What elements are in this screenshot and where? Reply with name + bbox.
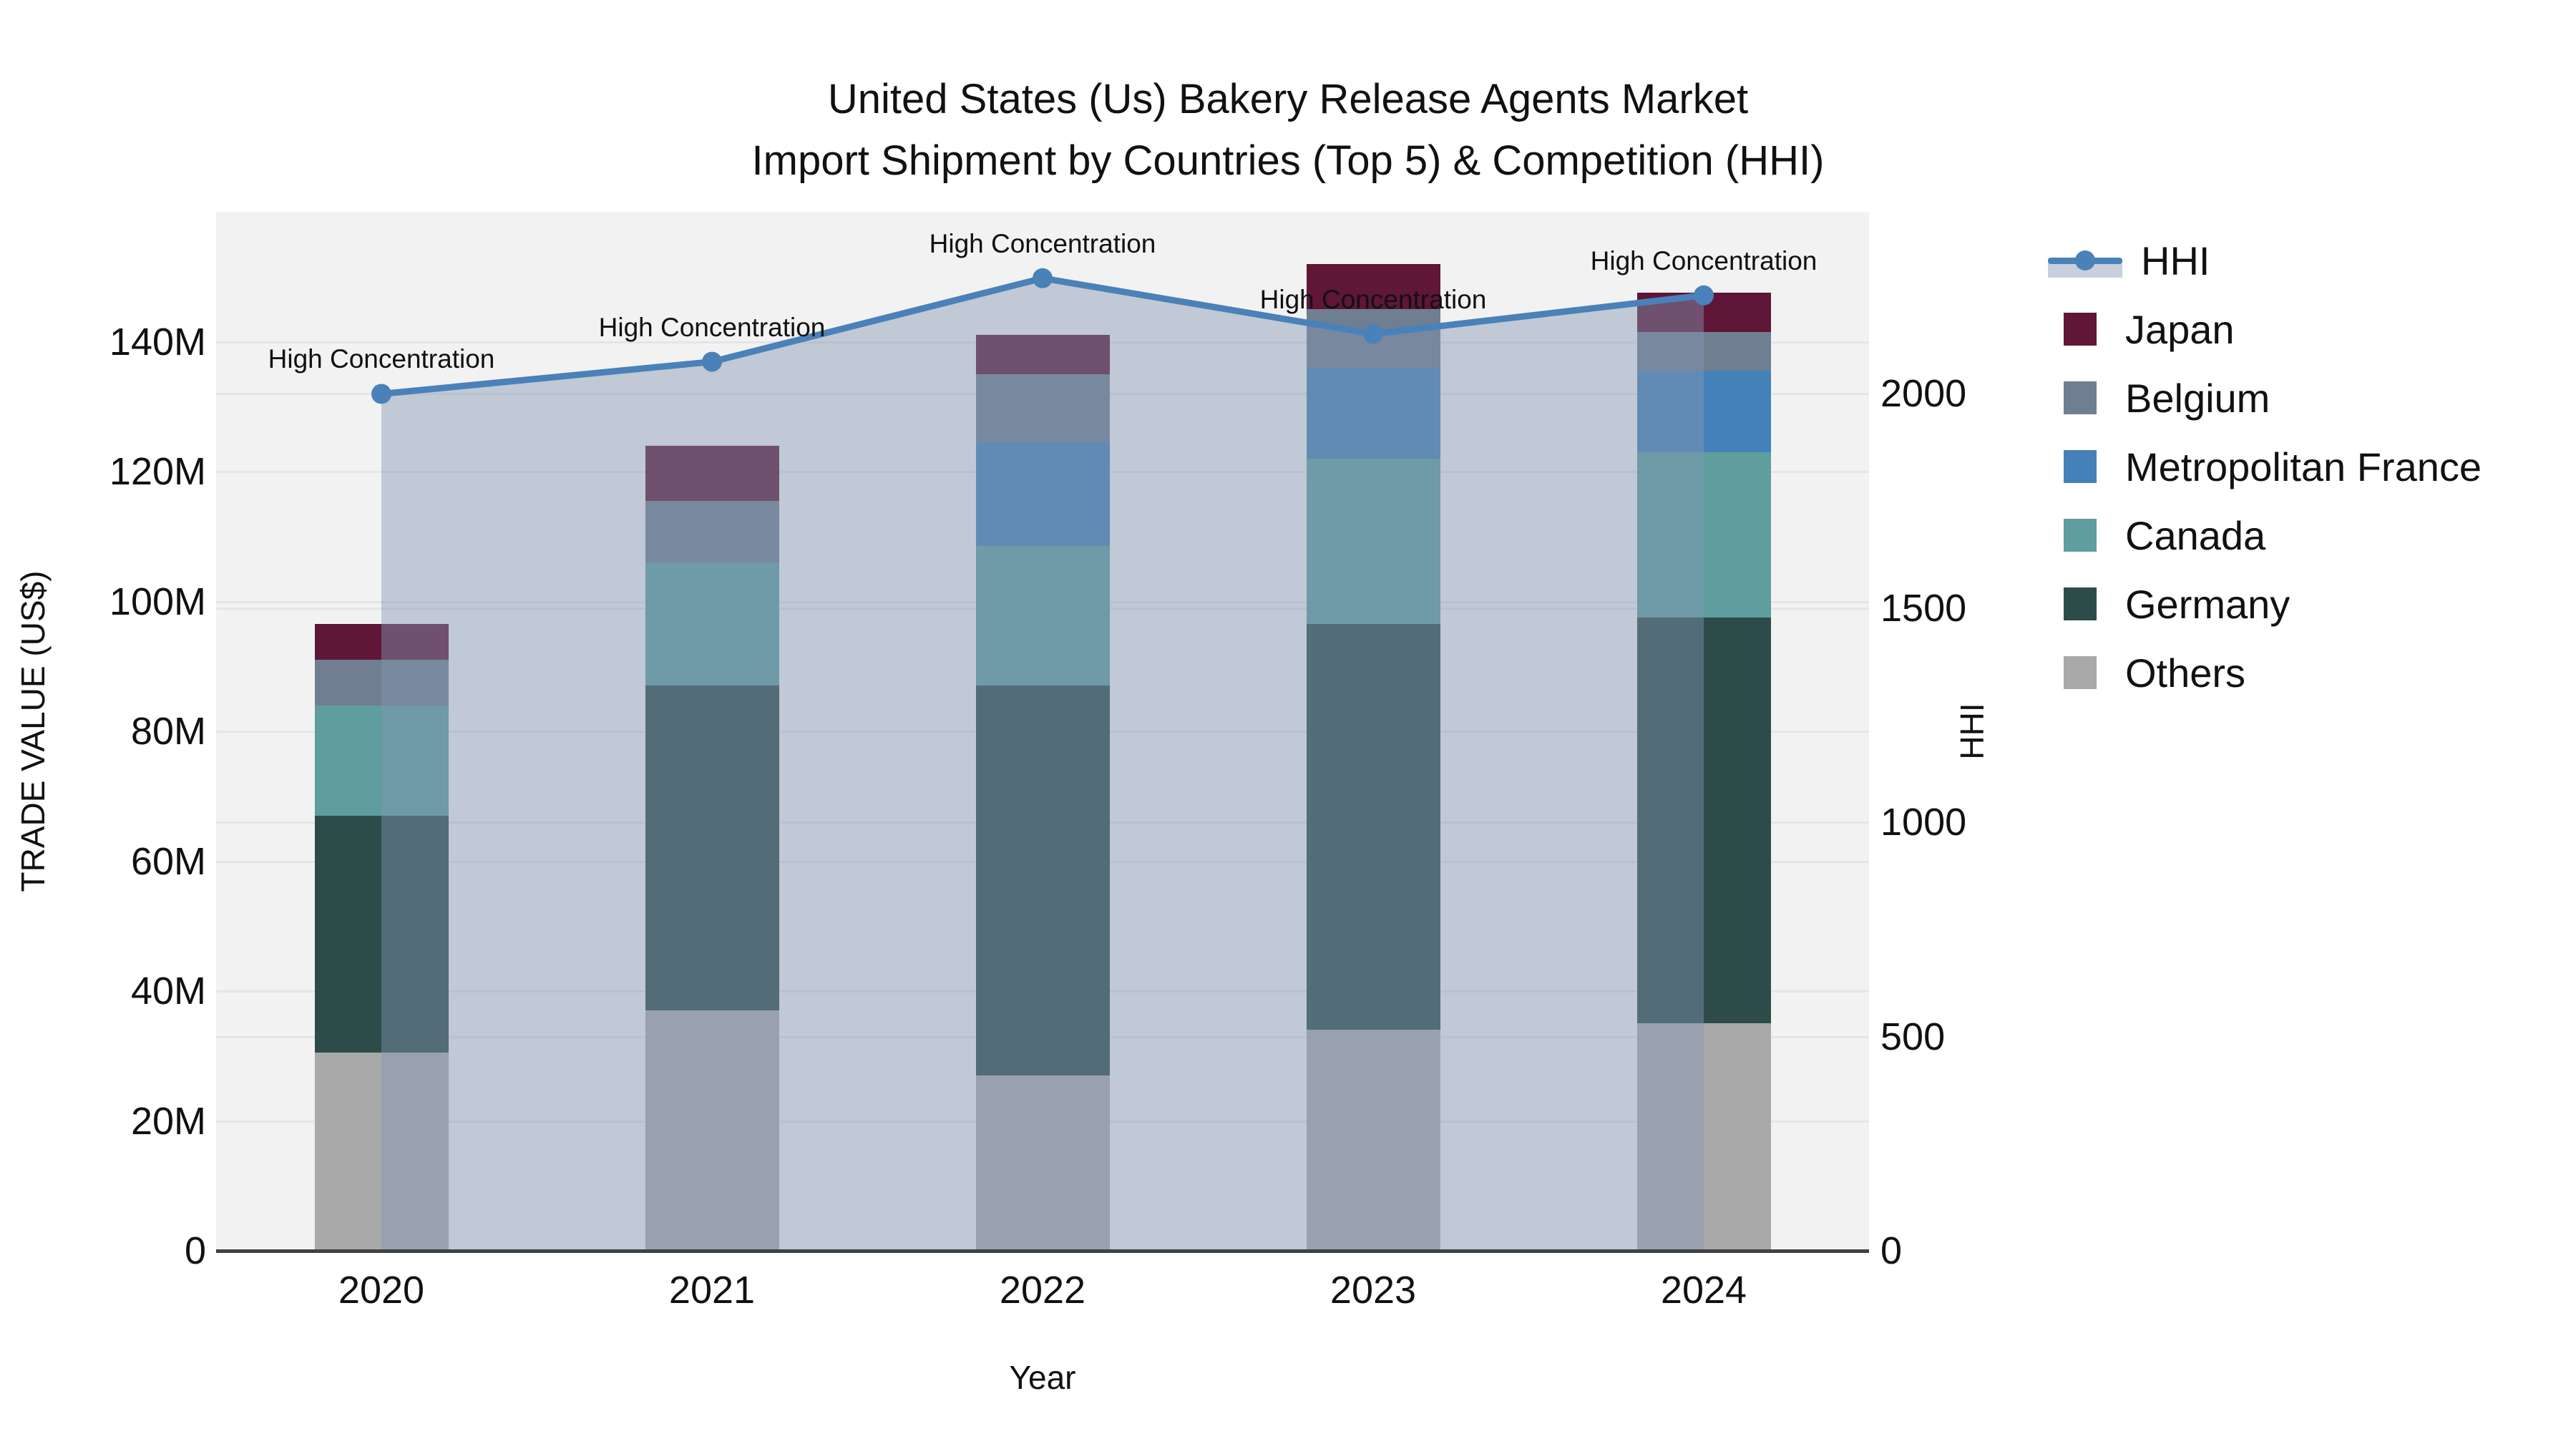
legend-swatch-canada <box>2064 519 2097 552</box>
legend-swatch-germany <box>2064 587 2097 620</box>
legend-swatch-japan <box>2064 313 2097 346</box>
annotation-2021: High Concentration <box>598 312 826 342</box>
bar-segment-canada-2024[interactable] <box>1636 452 1771 618</box>
legend-swatch-belgium <box>2064 381 2097 414</box>
bar-segment-belgium-2023[interactable] <box>1306 309 1440 368</box>
right-tick-2000: 2000 <box>1880 372 1967 416</box>
x-tick-2020: 2020 <box>338 1269 425 1312</box>
annotation-2020: High Concentration <box>268 344 495 374</box>
hhi-legend-swatch <box>2048 240 2122 280</box>
legend-item-germany[interactable]: Germany <box>2064 570 2482 638</box>
bar-segment-germany-2024[interactable] <box>1636 618 1771 1024</box>
right-axis-title: HHI <box>1953 703 1991 760</box>
legend-item-japan[interactable]: Japan <box>2064 295 2482 364</box>
bar-segment-others-2024[interactable] <box>1636 1023 1771 1251</box>
legend-item-others[interactable]: Others <box>2064 638 2482 707</box>
legend-item-hhi[interactable]: HHI <box>2048 226 2482 295</box>
x-axis-line <box>216 1249 1869 1253</box>
left-tick-80M: 80M <box>130 710 206 753</box>
x-tick-2021: 2021 <box>668 1269 756 1312</box>
bar-segment-germany-2020[interactable] <box>314 815 449 1053</box>
legend-label-hhi: HHI <box>2141 238 2210 283</box>
bar-segment-others-2022[interactable] <box>975 1075 1110 1251</box>
bar-segment-others-2023[interactable] <box>1306 1030 1440 1251</box>
chart-title-line-1: United States (Us) Bakery Release Agents… <box>827 76 1749 122</box>
bar-segment-canada-2021[interactable] <box>645 562 779 686</box>
chart-title-line-2: Import Shipment by Countries (Top 5) & C… <box>751 137 1825 184</box>
legend-item-metropolitan-france[interactable]: Metropolitan France <box>2064 432 2482 501</box>
bar-segment-belgium-2021[interactable] <box>645 500 779 563</box>
legend-swatch-others <box>2064 656 2097 689</box>
annotation-2023: High Concentration <box>1259 284 1487 314</box>
bar-segment-canada-2022[interactable] <box>975 546 1110 686</box>
legend-swatch-metropolitan-france <box>2064 450 2097 483</box>
legend-label-canada: Canada <box>2125 512 2266 558</box>
chart-title: United States (Us) Bakery Release Agents… <box>0 69 2576 192</box>
bar-segment-metropolitan-france-2024[interactable] <box>1636 371 1771 452</box>
x-tick-2023: 2023 <box>1330 1269 1417 1312</box>
bar-segment-japan-2024[interactable] <box>1636 293 1771 332</box>
right-tick-500: 500 <box>1880 1015 1946 1058</box>
bar-segment-japan-2020[interactable] <box>314 624 449 660</box>
legend-item-belgium[interactable]: Belgium <box>2064 364 2482 432</box>
bar-segment-japan-2022[interactable] <box>975 335 1110 374</box>
legend-label-belgium: Belgium <box>2125 375 2270 421</box>
bar-segment-canada-2020[interactable] <box>314 705 449 816</box>
hhi-legend-dot <box>2075 250 2095 270</box>
bar-segment-germany-2023[interactable] <box>1306 624 1440 1030</box>
bar-segment-belgium-2020[interactable] <box>314 660 449 706</box>
left-tick-0: 0 <box>184 1229 206 1272</box>
bar-segment-canada-2023[interactable] <box>1306 458 1440 625</box>
legend-label-others: Others <box>2125 650 2246 696</box>
bar-segment-metropolitan-france-2023[interactable] <box>1306 367 1440 459</box>
bar-segment-others-2021[interactable] <box>645 1010 779 1251</box>
bar-segment-japan-2021[interactable] <box>645 445 779 501</box>
annotation-2024: High Concentration <box>1590 245 1818 275</box>
x-tick-2024: 2024 <box>1660 1269 1747 1312</box>
left-tick-60M: 60M <box>130 839 206 883</box>
bar-segment-belgium-2024[interactable] <box>1636 331 1771 371</box>
legend-label-metropolitan-france: Metropolitan France <box>2125 444 2482 489</box>
legend-label-germany: Germany <box>2125 581 2290 627</box>
bar-segment-others-2020[interactable] <box>314 1053 449 1251</box>
x-axis-title: Year <box>1009 1359 1076 1396</box>
left-tick-140M: 140M <box>109 320 206 364</box>
x-tick-2022: 2022 <box>999 1269 1086 1312</box>
right-tick-1000: 1000 <box>1880 801 1967 844</box>
right-tick-1500: 1500 <box>1880 586 1967 630</box>
legend-item-canada[interactable]: Canada <box>2064 501 2482 570</box>
legend: HHI Japan Belgium Metropolitan France Canada… <box>2048 226 2482 707</box>
left-tick-40M: 40M <box>130 970 206 1013</box>
left-tick-100M: 100M <box>109 580 206 623</box>
bar-segment-belgium-2022[interactable] <box>975 374 1110 443</box>
bar-segment-germany-2021[interactable] <box>645 686 779 1011</box>
annotation-2022: High Concentration <box>929 228 1156 258</box>
bar-segment-germany-2022[interactable] <box>975 686 1110 1075</box>
legend-label-japan: Japan <box>2125 306 2235 352</box>
left-tick-120M: 120M <box>109 450 206 493</box>
bar-segment-metropolitan-france-2022[interactable] <box>975 442 1110 547</box>
left-tick-20M: 20M <box>130 1099 206 1143</box>
right-tick-0: 0 <box>1880 1229 1903 1272</box>
